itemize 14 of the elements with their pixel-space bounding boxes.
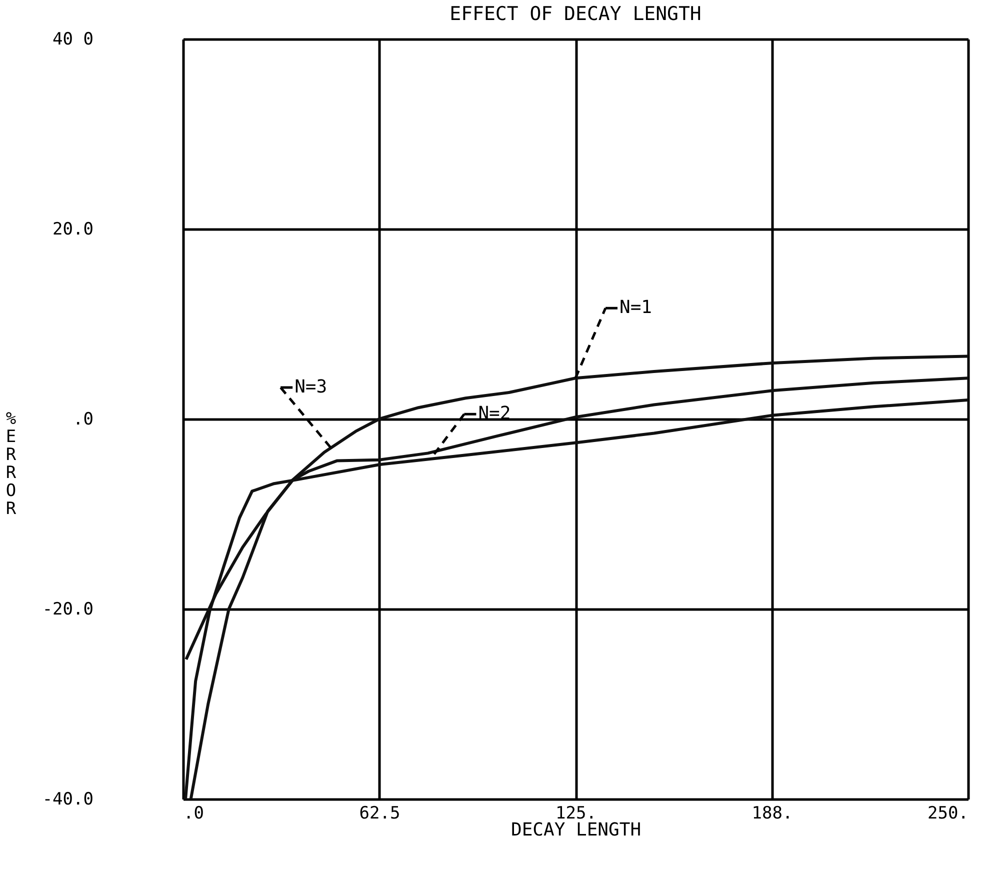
annotation: N=1 bbox=[620, 297, 652, 318]
x-tick-label: .0 bbox=[184, 804, 204, 824]
x-tick-label: 250. bbox=[928, 804, 968, 824]
chart-title: EFFECT OF DECAY LENGTH bbox=[450, 3, 702, 25]
y-tick-label: -40.0 bbox=[42, 790, 94, 810]
annotation: N=2 bbox=[478, 403, 511, 424]
y-axis-title: % ERROR bbox=[6, 409, 17, 519]
y-tick-label: 20.0 bbox=[52, 220, 94, 240]
y-tick-label: 40 0 bbox=[52, 30, 94, 50]
y-tick-label: -20.0 bbox=[42, 600, 94, 620]
annotation: N=3 bbox=[294, 376, 328, 398]
y-tick-label: .0 bbox=[73, 410, 94, 430]
x-tick-label: 188. bbox=[752, 804, 793, 824]
x-tick-label: 62.5 bbox=[359, 804, 400, 824]
